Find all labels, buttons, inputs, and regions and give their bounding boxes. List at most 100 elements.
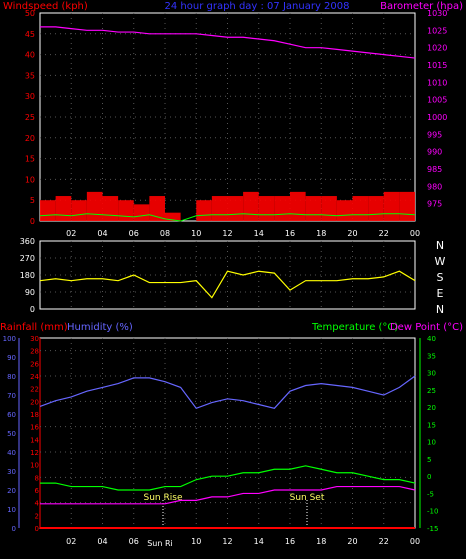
- wind-bar: [290, 191, 306, 221]
- rain-tick-label-12: 24: [30, 373, 39, 381]
- hum-tick-label-8: 80: [7, 373, 16, 381]
- rain-axis-title: Rainfall (mm): [0, 322, 68, 333]
- wind-bar: [399, 191, 415, 221]
- wind-bar: [165, 212, 181, 221]
- weather-time-tick-10: 22: [379, 537, 389, 546]
- rain-tick-label-6: 12: [30, 449, 39, 457]
- wind-tick-label-2: 10: [25, 175, 35, 184]
- wind-tick-label-7: 35: [25, 71, 35, 80]
- baro-tick-label-3: 990: [427, 148, 442, 157]
- barometer-line: [40, 26, 416, 59]
- wind-bar: [149, 196, 165, 221]
- wind-time-tick-8: 18: [316, 229, 326, 238]
- rain-tick-label-15: 30: [30, 335, 39, 343]
- wind-bar: [133, 204, 150, 221]
- wind-time-tick-11: 00: [410, 229, 420, 238]
- rain-tick-label-7: 14: [30, 436, 39, 444]
- wind-tick-label-1: 5: [30, 196, 35, 205]
- wind-bar: [321, 196, 337, 221]
- weather-time-tick-4: 10: [191, 537, 201, 546]
- wind-panel-frame: [39, 12, 416, 222]
- temp-tick-label-4: 5: [427, 456, 431, 464]
- rain-tick-label-14: 28: [30, 348, 39, 356]
- weather-time-tick-5: 12: [222, 537, 232, 546]
- wind-tick-label-9: 45: [25, 30, 35, 39]
- wind-time-tick-4: 10: [191, 229, 201, 238]
- wind-time-tick-6: 14: [254, 229, 264, 238]
- baro-axis-title: Barometer (hpa): [380, 1, 463, 12]
- wind-bar: [196, 200, 212, 221]
- temp-tick-label-0: -15: [427, 525, 438, 533]
- wind-bar: [352, 196, 369, 221]
- sun-set-label: Sun Set: [290, 493, 325, 503]
- hum-tick-label-9: 90: [7, 354, 16, 362]
- baro-tick-label-5: 1000: [427, 113, 447, 122]
- hum-tick-label-4: 40: [7, 449, 16, 457]
- wind-time-tick-3: 08: [160, 229, 170, 238]
- temp-tick-label-5: 10: [427, 439, 436, 447]
- dir-tick-label-0: 0: [30, 305, 35, 314]
- weather-time-tick-6: 14: [254, 537, 264, 546]
- weather-series-temp: [40, 465, 416, 491]
- baro-tick-label-0: 975: [427, 200, 442, 209]
- baro-tick-label-10: 1025: [427, 26, 447, 35]
- wind-tick-label-6: 30: [25, 92, 35, 101]
- temp-tick-label-11: 40: [427, 335, 436, 343]
- wind-bar: [118, 200, 134, 221]
- wind-bar: [383, 191, 400, 221]
- dir-tick-label-4: 360: [20, 237, 35, 246]
- rain-tick-label-3: 6: [35, 487, 40, 495]
- chart-marks: 0510152025303540455097598098599099510001…: [3, 9, 448, 546]
- wind-bar: [40, 200, 56, 221]
- rain-tick-label-5: 10: [30, 462, 39, 470]
- hum-tick-label-7: 70: [7, 392, 16, 400]
- wind-tick-label-8: 40: [25, 51, 35, 60]
- wind-axis-title: Windspeed (kph): [3, 1, 88, 12]
- weather-series-dew: [40, 485, 416, 505]
- rain-tick-label-0: 0: [35, 525, 39, 533]
- hum-tick-label-3: 30: [7, 468, 16, 476]
- dir-label-4: N: [436, 303, 444, 316]
- hum-tick-label-6: 60: [7, 411, 16, 419]
- rain-tick-label-1: 2: [35, 512, 39, 520]
- wind-tick-label-10: 50: [25, 9, 35, 18]
- dir-label-3: E: [437, 287, 444, 300]
- weather-time-tick-7: 16: [285, 537, 295, 546]
- wind-bar: [258, 196, 275, 221]
- wind-tick-label-5: 25: [25, 113, 35, 122]
- temp-tick-label-7: 20: [427, 404, 436, 412]
- weather-time-tick-11: 00: [410, 537, 420, 546]
- baro-tick-label-6: 1005: [427, 96, 447, 105]
- temp-tick-label-8: 25: [427, 387, 436, 395]
- baro-tick-label-2: 985: [427, 165, 442, 174]
- temp-axis-title: Temperature (°C): [311, 322, 398, 333]
- baro-tick-label-11: 1030: [427, 9, 447, 18]
- avg-wind-line: [39, 213, 416, 222]
- sun-rise-tick-label: Sun Ri: [147, 539, 173, 548]
- dir-label-1: W: [435, 255, 446, 268]
- wind-time-tick-7: 16: [285, 229, 295, 238]
- wind-tick-label-0: 0: [30, 217, 35, 226]
- dir-label-0: N: [436, 239, 444, 252]
- rain-tick-label-10: 20: [30, 398, 39, 406]
- baro-tick-label-1: 980: [427, 182, 442, 191]
- hum-tick-label-10: 100: [3, 335, 16, 343]
- baro-tick-label-4: 995: [427, 130, 442, 139]
- wind-bar: [55, 196, 72, 221]
- wind-time-tick-1: 04: [97, 229, 107, 238]
- dir-tick-label-1: 90: [25, 288, 35, 297]
- hum-tick-label-2: 20: [7, 487, 16, 495]
- wind-bar: [274, 196, 290, 221]
- rain-tick-label-2: 4: [35, 500, 40, 508]
- graph-date-title: 24 hour graph day : 07 January 2008: [165, 1, 350, 12]
- hum-tick-label-5: 50: [7, 430, 16, 438]
- baro-tick-label-8: 1015: [427, 61, 447, 70]
- weather-time-tick-8: 18: [316, 537, 326, 546]
- weather-time-tick-1: 04: [97, 537, 107, 546]
- wind-bar: [211, 196, 228, 221]
- dew-axis-title: Dew Point (°C): [390, 322, 463, 333]
- temp-tick-label-6: 15: [427, 421, 436, 429]
- rain-tick-label-13: 26: [30, 360, 39, 368]
